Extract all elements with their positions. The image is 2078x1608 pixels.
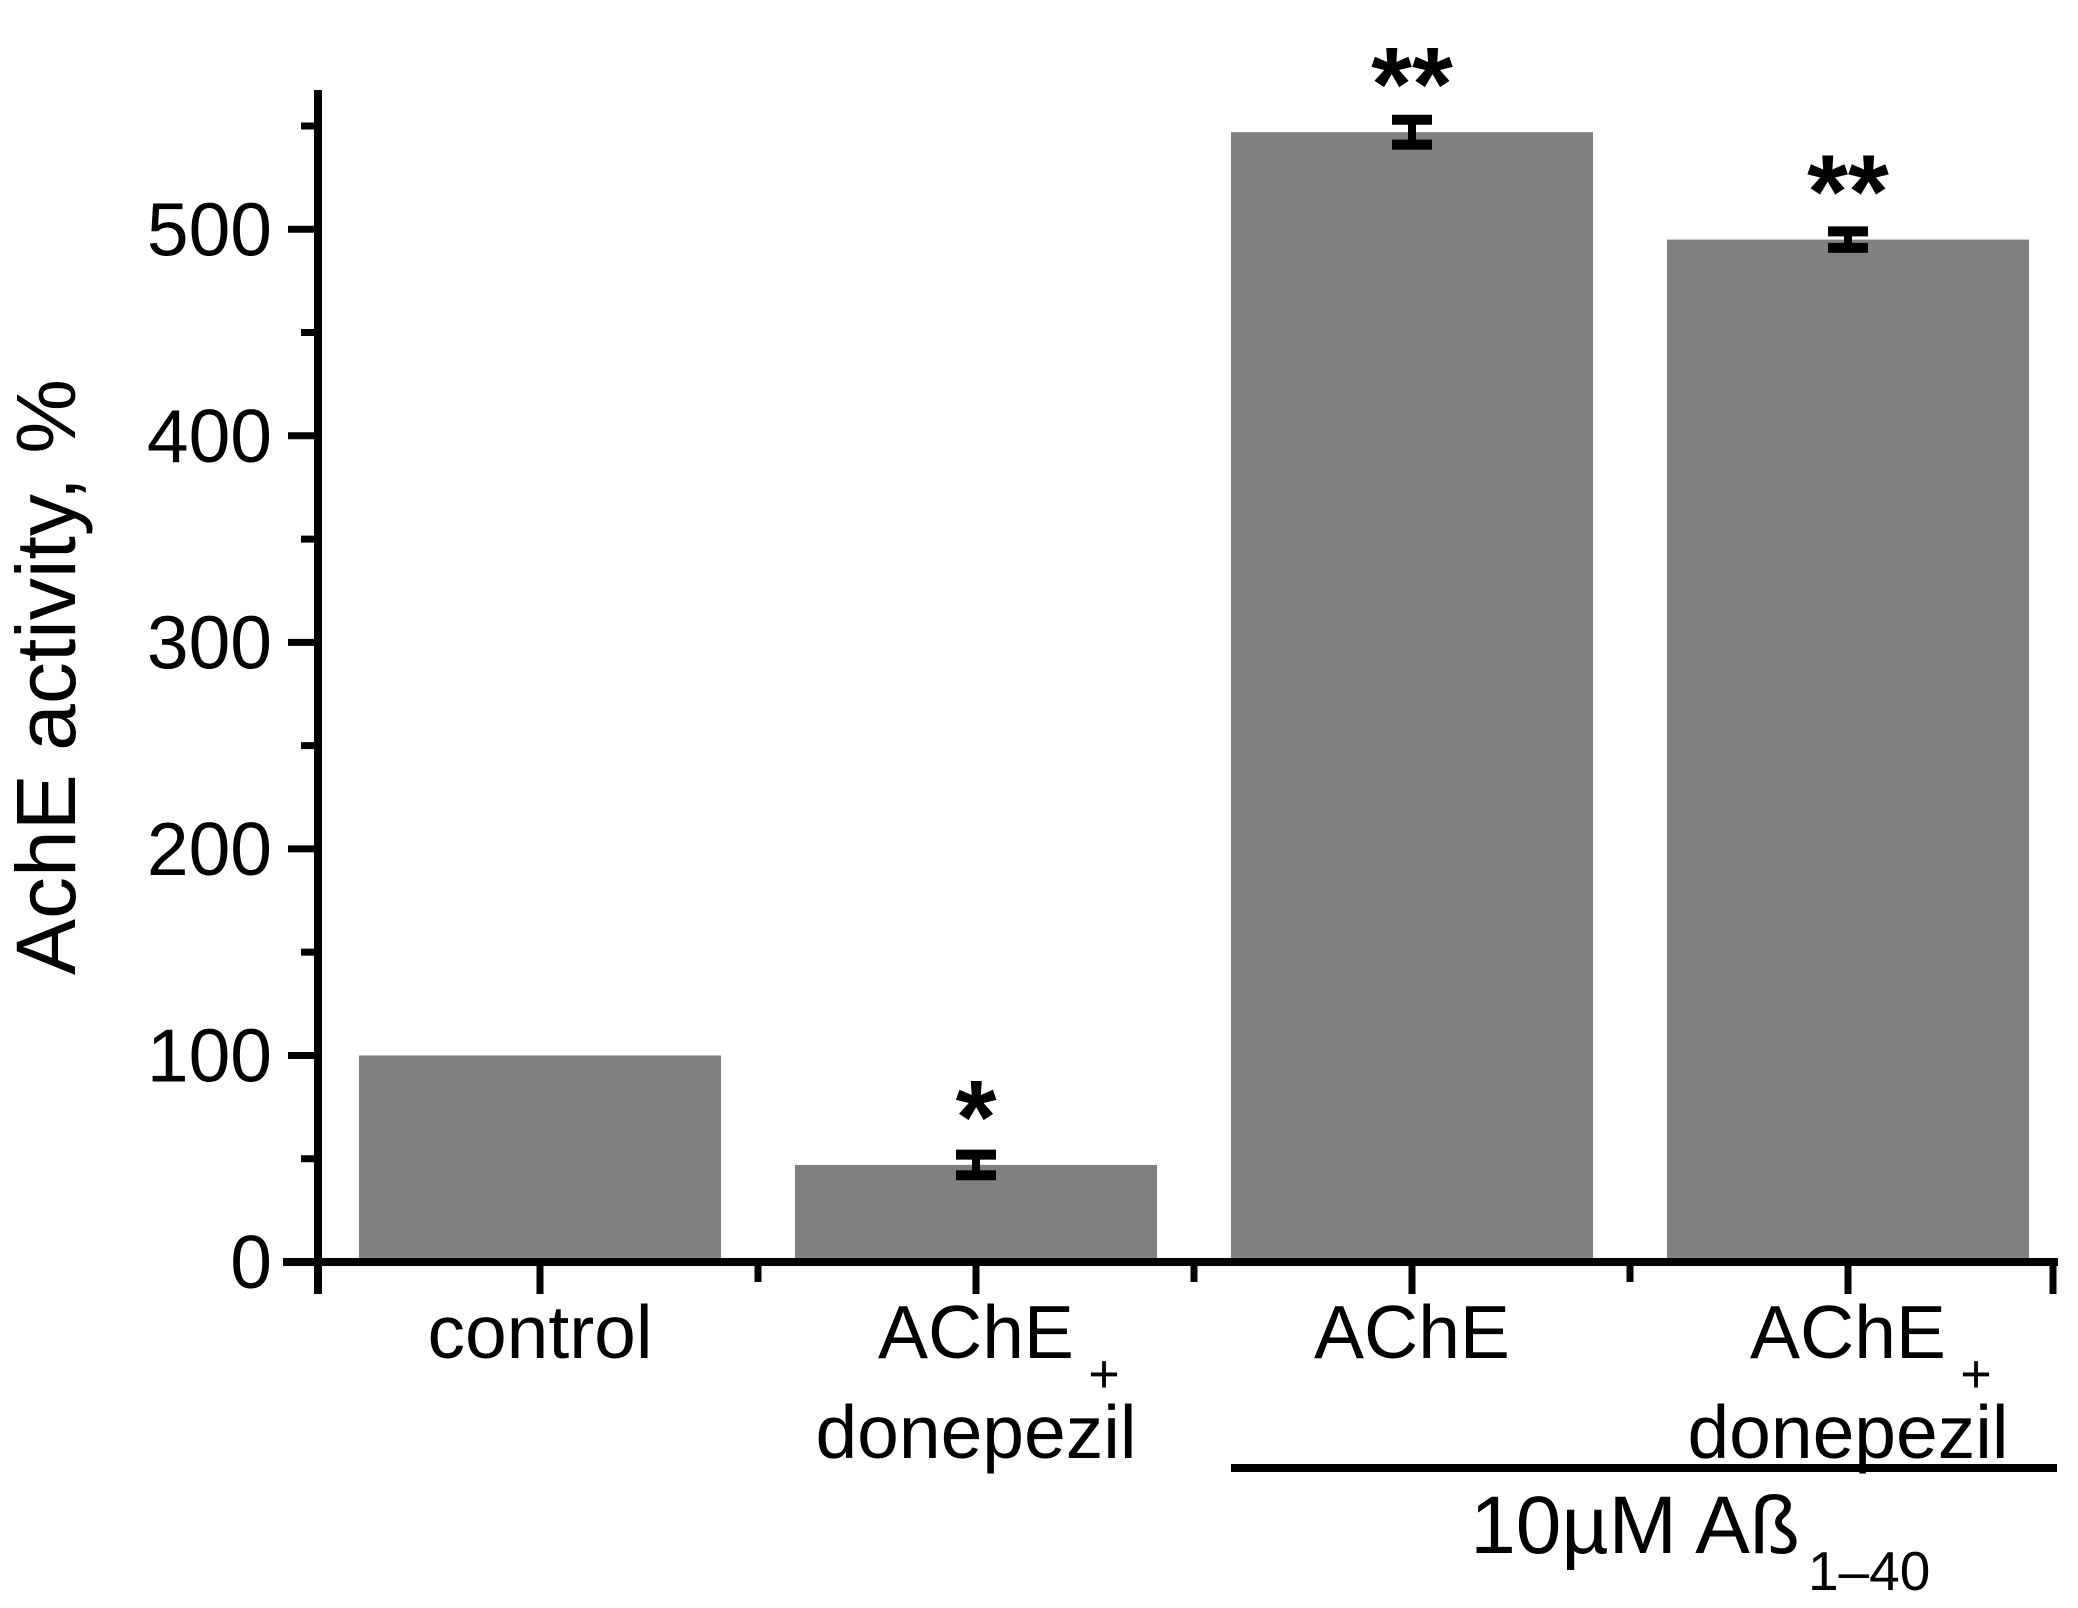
y-tick-label-400: 400 xyxy=(147,394,272,478)
x-category-label-plus-1: + xyxy=(1088,1344,1120,1404)
y-tick-label-0: 0 xyxy=(230,1220,272,1304)
significance-marker-2: ** xyxy=(1371,26,1453,143)
bar-ache-donepezil-3 xyxy=(1667,239,2029,1262)
x-category-label-line2-3: donepezil xyxy=(1687,1390,2008,1474)
y-tick-label-100: 100 xyxy=(147,1013,272,1097)
y-axis-title: AchE activity, % xyxy=(0,379,93,975)
group-annotation-label: 10µM Aß xyxy=(1470,1480,1800,1571)
x-category-label-line1-3: AChE xyxy=(1750,1290,1946,1374)
x-category-label-line2-1: donepezil xyxy=(815,1390,1136,1474)
group-annotation-subscript: 1–40 xyxy=(1808,1540,1930,1602)
y-tick-label-500: 500 xyxy=(147,187,272,271)
x-category-label-line1-1: AChE xyxy=(878,1290,1074,1374)
significance-marker-1: * xyxy=(956,1059,997,1176)
y-tick-label-300: 300 xyxy=(147,600,272,684)
bar-ache-2 xyxy=(1231,132,1593,1263)
x-category-label-plus-3: + xyxy=(1960,1344,1992,1404)
x-category-label-line1-0: control xyxy=(427,1290,652,1374)
significance-marker-3: ** xyxy=(1807,134,1889,251)
x-category-label-line1-2: AChE xyxy=(1314,1290,1510,1374)
bar-control-0 xyxy=(359,1055,721,1262)
bar-ache-donepezil-1 xyxy=(795,1164,1157,1262)
y-tick-label-200: 200 xyxy=(147,807,272,891)
